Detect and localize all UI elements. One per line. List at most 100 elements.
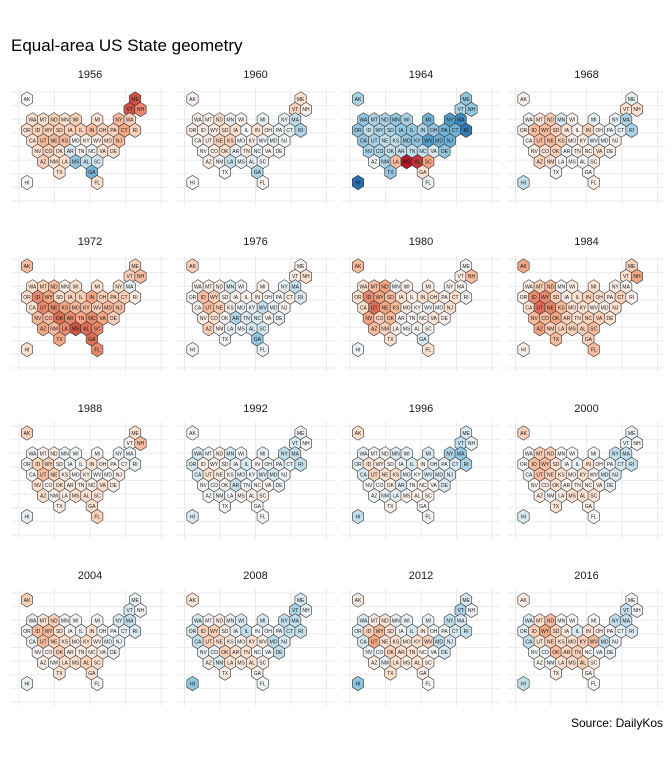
hex-label-AZ: AZ <box>40 660 46 666</box>
hex-label-WI: WI <box>404 118 410 124</box>
hex-label-MN: MN <box>61 118 69 124</box>
hex-label-MA: MA <box>291 118 299 124</box>
hex-HI <box>352 174 364 191</box>
hex-label-AL: AL <box>580 326 586 332</box>
hex-label-IN: IN <box>89 128 94 134</box>
panel-title: 1984 <box>574 236 598 248</box>
hex-label-DE: DE <box>441 483 449 489</box>
hex-label-TX: TX <box>387 504 394 510</box>
hex-label-GA: GA <box>254 337 262 343</box>
hex-label-AR: AR <box>232 650 239 656</box>
hex-NH <box>134 101 147 117</box>
hex-label-IN: IN <box>586 462 591 468</box>
hex-label-ND: ND <box>50 285 58 291</box>
hex-label-NY: NY <box>115 452 123 458</box>
hex-label-WA: WA <box>194 619 203 625</box>
hex-label-IN: IN <box>89 629 94 635</box>
hex-label-NH: NH <box>468 274 476 280</box>
hex-label-MA: MA <box>457 118 465 124</box>
hex-label-VT: VT <box>623 441 629 447</box>
hex-label-MA: MA <box>622 452 630 458</box>
hex-label-ME: ME <box>628 598 636 604</box>
hex-label-WY: WY <box>541 128 550 134</box>
hex-label-TX: TX <box>56 671 63 677</box>
hex-TX <box>53 665 66 681</box>
hex-label-MS: MS <box>403 159 411 165</box>
hex-label-MS: MS <box>403 493 411 499</box>
hex-label-AL: AL <box>580 159 586 165</box>
hex-label-KS: KS <box>227 640 234 646</box>
hex-FL <box>256 174 269 191</box>
hex-label-TN: TN <box>243 316 250 322</box>
hex-label-MS: MS <box>72 660 80 666</box>
hex-label-NY: NY <box>612 619 620 625</box>
hex-label-NM: NM <box>50 660 58 666</box>
hex-RI <box>625 289 638 305</box>
hex-label-IA: IA <box>68 128 73 134</box>
hex-label-NV: NV <box>34 316 42 322</box>
hex-label-RI: RI <box>298 462 303 468</box>
hex-label-MD: MD <box>601 640 609 646</box>
hex-label-CT: CT <box>121 295 128 301</box>
panel-title: 1956 <box>78 69 102 81</box>
hex-label-OK: OK <box>387 483 395 489</box>
hex-label-NV: NV <box>365 316 373 322</box>
hex-label-OR: OR <box>520 128 528 134</box>
hex-label-RI: RI <box>464 128 469 134</box>
hex-label-TN: TN <box>574 650 581 656</box>
hex-RI <box>460 456 473 472</box>
hex-label-AL: AL <box>414 660 420 666</box>
hex-label-NH: NH <box>468 107 476 113</box>
hex-label-ME: ME <box>628 264 636 270</box>
hex-label-IL: IL <box>575 128 579 134</box>
hex-label-UT: UT <box>371 473 378 479</box>
hex-RI <box>625 456 638 472</box>
hex-label-PA: PA <box>110 629 117 635</box>
hex-label-AL: AL <box>580 660 586 666</box>
hex-label-TN: TN <box>574 316 581 322</box>
hex-label-NJ: NJ <box>447 306 454 312</box>
hex-label-CA: CA <box>360 640 368 646</box>
panel-1960: 1960 AK ME VT NH WA MT ND MN WI MI NY MA OR ID WY SD IA IL… <box>176 69 335 205</box>
hex-label-OK: OK <box>387 316 395 322</box>
hex-label-AL: AL <box>83 493 89 499</box>
panel-1988: 1988 AK ME VT NH WA MT ND MN WI MI NY MA OR ID WY SD IA IL… <box>11 403 169 539</box>
hex-label-AR: AR <box>563 316 570 322</box>
hex-label-NV: NV <box>34 149 42 155</box>
hex-HI <box>186 675 199 692</box>
hex-label-IL: IL <box>244 128 248 134</box>
hex-AK <box>517 91 530 107</box>
hex-label-HI: HI <box>356 180 361 186</box>
panel-2008: 2008 AK ME VT NH WA MT ND MN WI MI NY MA OR ID WY SD IA IL… <box>176 570 335 706</box>
hex-label-AR: AR <box>232 316 239 322</box>
hex-label-AZ: AZ <box>40 159 46 165</box>
hex-label-NM: NM <box>381 159 389 165</box>
hex-label-WY: WY <box>541 629 550 635</box>
hex-label-AR: AR <box>67 650 74 656</box>
hex-label-KS: KS <box>558 306 565 312</box>
hex-label-NE: NE <box>547 473 555 479</box>
hex-label-NH: NH <box>137 441 145 447</box>
hex-label-WA: WA <box>28 285 37 291</box>
hex-label-IA: IA <box>399 295 404 301</box>
hex-AK <box>186 91 199 107</box>
hex-label-UT: UT <box>536 473 543 479</box>
panel-title: 2016 <box>574 570 598 582</box>
hex-HI <box>21 508 33 525</box>
hex-label-MO: MO <box>72 139 80 145</box>
hex-label-NV: NV <box>34 650 42 656</box>
hex-label-KY: KY <box>414 640 421 646</box>
hex-label-UT: UT <box>371 640 378 646</box>
hex-label-CO: CO <box>376 483 384 489</box>
hex-label-CO: CO <box>376 149 384 155</box>
hex-label-LA: LA <box>558 660 565 666</box>
hex-label-MA: MA <box>291 285 299 291</box>
hex-label-MD: MD <box>270 473 278 479</box>
hex-label-TX: TX <box>553 170 560 176</box>
hex-label-WV: WV <box>424 139 433 145</box>
hex-label-HI: HI <box>25 347 30 353</box>
hex-FL <box>422 341 435 358</box>
hex-label-IL: IL <box>79 462 83 468</box>
hex-label-PA: PA <box>607 629 614 635</box>
hex-label-OH: OH <box>99 462 107 468</box>
